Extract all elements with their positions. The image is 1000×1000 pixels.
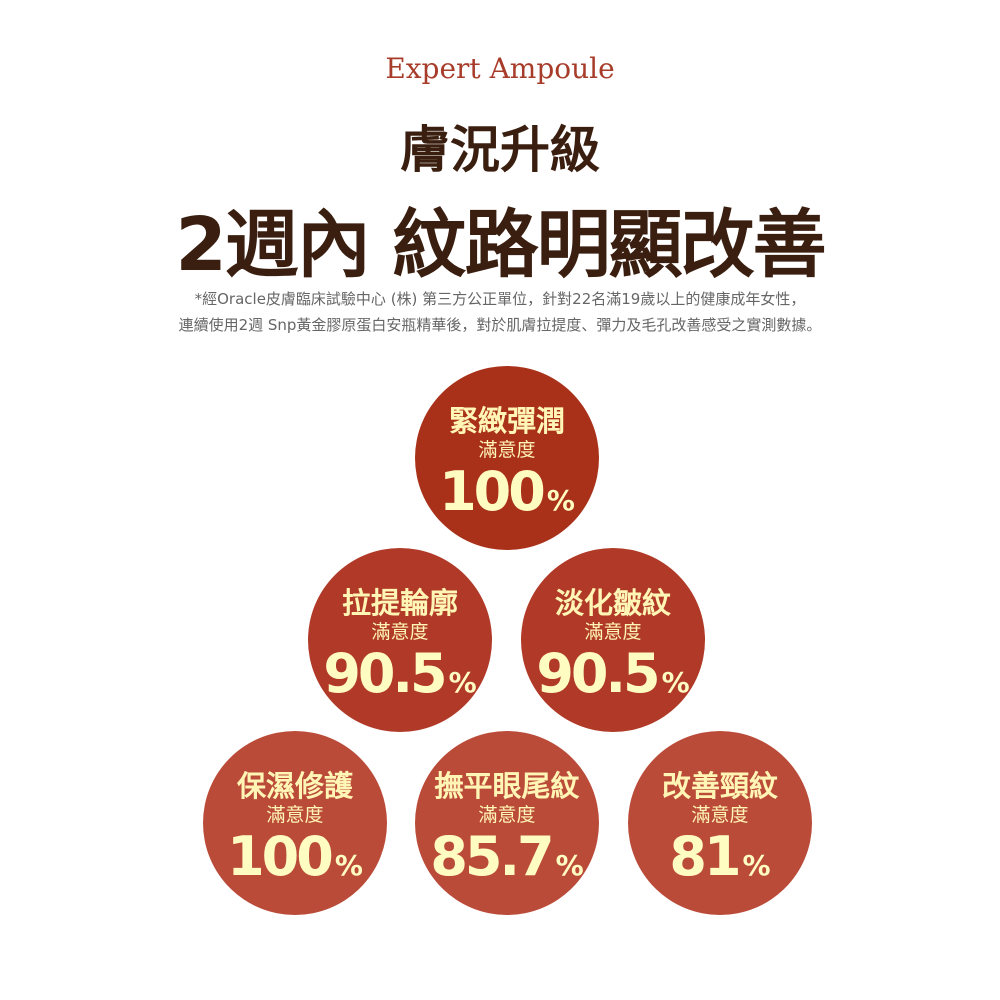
result-value: 81% [628,827,812,896]
percent-sign: % [448,666,477,699]
result-label: 撫平眼尾紋 [434,769,580,803]
result-number: 100 [227,825,334,888]
brand-logo-text: Expert Ampoule [385,52,615,85]
result-number: 100 [439,460,546,523]
percent-sign: % [546,484,575,517]
percent-sign: % [661,666,690,699]
result-value: 85.7% [415,827,599,896]
satisfaction-label: 滿意度 [478,439,536,461]
result-circle: 改善頸紋 滿意度 81% [628,731,812,915]
percent-sign: % [555,849,584,882]
result-circle: 淡化皺紋 滿意度 90.5% [521,548,705,732]
page-title: 2週內 紋路明顯改善 [175,202,826,288]
result-value: 90.5% [308,644,492,713]
satisfaction-label: 滿意度 [266,804,324,826]
subtitle: 膚況升級 [400,121,600,179]
result-label: 改善頸紋 [661,769,778,803]
satisfaction-label: 滿意度 [691,804,749,826]
result-number: 90.5 [323,642,447,705]
result-circle: 拉提輪廓 滿意度 90.5% [308,548,492,732]
result-value: 100% [203,827,387,896]
percent-sign: % [742,849,771,882]
result-circle: 撫平眼尾紋 滿意度 85.7% [415,731,599,915]
result-value: 90.5% [521,644,705,713]
result-label: 緊緻彈潤 [448,404,565,438]
result-label: 拉提輪廓 [341,586,458,620]
result-circle: 緊緻彈潤 滿意度 100% [415,366,599,550]
result-circle: 保濕修護 滿意度 100% [203,731,387,915]
study-note: *經Oracle皮膚臨床試驗中心 (株) 第三方公正單位，針對22名滿19歲以上… [0,286,1000,338]
result-number: 81 [669,825,741,888]
note-line: *經Oracle皮膚臨床試驗中心 (株) 第三方公正單位，針對22名滿19歲以上… [194,290,806,308]
result-label: 保濕修護 [236,769,353,803]
satisfaction-label: 滿意度 [371,621,429,643]
satisfaction-label: 滿意度 [478,804,536,826]
satisfaction-label: 滿意度 [584,621,642,643]
note-line: 連續使用2週 Snp黃金膠原蛋白安瓶精華後，對於肌膚拉提度、彈力及毛孔改善感受之… [178,316,822,334]
result-label: 淡化皺紋 [554,586,671,620]
result-number: 85.7 [430,825,554,888]
percent-sign: % [334,849,363,882]
result-number: 90.5 [536,642,660,705]
result-value: 100% [415,462,599,531]
